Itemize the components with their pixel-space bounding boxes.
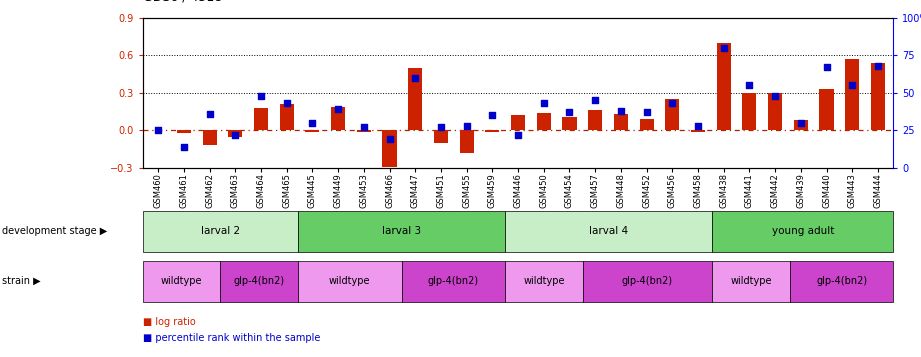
Text: wildtype: wildtype <box>730 276 772 286</box>
Text: young adult: young adult <box>772 226 834 236</box>
Text: glp-4(bn2): glp-4(bn2) <box>622 276 673 286</box>
Point <box>331 106 345 112</box>
Point <box>639 110 654 115</box>
Bar <box>356 130 371 132</box>
Point <box>408 75 423 81</box>
Point <box>819 65 834 70</box>
Point <box>845 82 859 88</box>
Point <box>717 45 731 51</box>
Text: strain ▶: strain ▶ <box>2 276 41 286</box>
Bar <box>177 130 191 133</box>
Bar <box>280 104 294 130</box>
Point <box>691 123 705 129</box>
Bar <box>331 106 345 130</box>
Point <box>382 136 397 142</box>
Text: larval 4: larval 4 <box>589 226 628 236</box>
Bar <box>434 130 448 143</box>
Point <box>536 100 551 106</box>
Bar <box>768 93 782 130</box>
Point <box>279 100 294 106</box>
Text: ■ log ratio: ■ log ratio <box>143 317 195 327</box>
Bar <box>871 63 885 130</box>
Text: larval 3: larval 3 <box>382 226 421 236</box>
Bar <box>511 115 525 130</box>
Bar <box>639 119 654 130</box>
Bar <box>820 89 834 130</box>
Point <box>356 125 371 130</box>
Bar <box>794 120 808 130</box>
Text: GDS6 / 4518: GDS6 / 4518 <box>143 0 222 4</box>
Point <box>742 82 757 88</box>
Bar <box>460 130 473 153</box>
Bar <box>742 93 756 130</box>
Bar <box>228 130 242 137</box>
Bar <box>845 59 859 130</box>
Bar <box>563 116 577 130</box>
Bar <box>382 130 397 166</box>
Text: ■ percentile rank within the sample: ■ percentile rank within the sample <box>143 333 321 343</box>
Point <box>768 93 783 99</box>
Text: glp-4(bn2): glp-4(bn2) <box>427 276 479 286</box>
Point <box>665 100 680 106</box>
Bar <box>203 130 216 145</box>
Bar <box>613 114 628 130</box>
Point <box>588 97 602 103</box>
Point <box>203 111 217 117</box>
Bar <box>665 99 680 130</box>
Bar <box>408 68 423 130</box>
Text: development stage ▶: development stage ▶ <box>2 226 107 236</box>
Bar <box>537 113 551 130</box>
Point <box>562 110 577 115</box>
Bar <box>485 130 499 132</box>
Text: glp-4(bn2): glp-4(bn2) <box>816 276 868 286</box>
Point <box>460 123 474 129</box>
Bar <box>717 43 730 130</box>
Text: wildtype: wildtype <box>161 276 203 286</box>
Text: glp-4(bn2): glp-4(bn2) <box>234 276 285 286</box>
Text: wildtype: wildtype <box>329 276 370 286</box>
Bar <box>691 130 705 132</box>
Bar <box>306 130 320 132</box>
Point <box>177 144 192 150</box>
Bar <box>589 110 602 130</box>
Point <box>305 120 320 126</box>
Point <box>510 132 525 138</box>
Bar <box>254 108 268 130</box>
Point <box>151 127 166 133</box>
Point <box>485 112 500 118</box>
Point <box>870 63 885 69</box>
Point <box>613 108 628 114</box>
Text: larval 2: larval 2 <box>201 226 240 236</box>
Text: wildtype: wildtype <box>523 276 565 286</box>
Point <box>227 132 242 138</box>
Point <box>794 120 809 126</box>
Point <box>253 93 268 99</box>
Point <box>434 125 449 130</box>
